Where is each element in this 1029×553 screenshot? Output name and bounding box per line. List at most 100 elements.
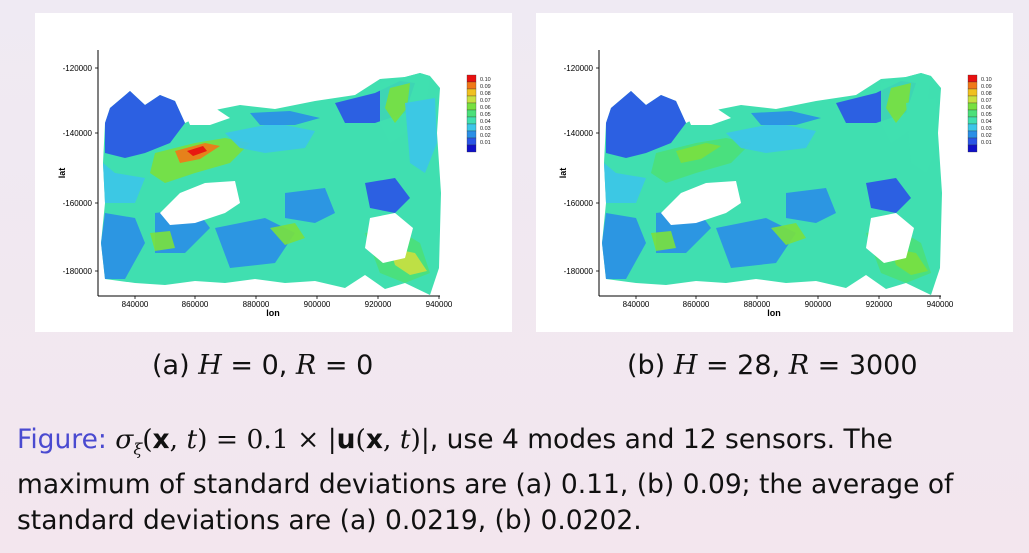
island-hole [866,213,914,263]
contour-region [101,213,145,279]
contour-region [105,91,185,158]
plot-group: 0.100.090.080.070.060.050.040.030.020.01… [57,50,491,318]
y-tick-label: -160000 [63,199,93,208]
contour-region [103,163,145,203]
y-tick-label: -120000 [63,64,93,73]
legend-swatch [967,116,978,125]
contour-plot-b: 0.100.090.080.070.060.050.040.030.020.01… [558,50,992,318]
contour-region [786,188,836,223]
figure-panel-b: 0.10 0.09 0.08 0.07 0.06 0.05 0.04 0.03 0.02 0.01… [536,13,1013,332]
contour-region [602,213,646,279]
contour-region [651,138,751,183]
legend-swatch [466,74,477,83]
x-tick-label: 880000 [744,300,771,309]
figure-caption: Figure: σξ(x, t) = 0.1 × |u(x, t)|, use … [17,422,1017,539]
x-axis-label: lon [266,308,280,318]
legend-label: 0.07 [981,98,992,104]
contour-region [385,83,410,123]
legend-swatch [967,130,978,139]
subcaption-h-value-a: 0 [261,350,279,381]
y-tick-label: -160000 [564,199,594,208]
legend-swatch [466,102,477,111]
legend-label: 0.02 [480,133,491,139]
legend-label: 0.07 [480,98,491,104]
island-hole [365,213,413,263]
legend-swatch [466,109,477,118]
x-tick-label: 920000 [866,300,893,309]
y-tick-label: -120000 [564,64,594,73]
contour-region [150,138,250,183]
legend-label: 0.05 [480,112,491,118]
contour-region [751,111,821,125]
contour-region [906,98,938,173]
x-tick-label: 880000 [243,300,270,309]
legend-swatch [967,81,978,90]
legend-swatch [466,95,477,104]
legend-label: 0.04 [981,119,992,125]
legend-label: 0.01 [480,140,491,146]
subcaption-b: (b) H = 28, R = 3000 [627,350,918,381]
legend-label: 0.06 [981,105,992,111]
x-tick-label: 920000 [365,300,392,309]
legend-label: 0.05 [981,112,992,118]
subcaption-a: (a) H = 0, R = 0 [152,350,374,381]
y-tick-label: -180000 [564,267,594,276]
contour-plot-a: 0.100.090.080.070.060.050.040.030.020.01… [57,50,491,318]
x-tick-label: 840000 [623,300,650,309]
x-tick-label: 900000 [304,300,331,309]
contour-region [187,146,207,156]
contour-region [405,98,437,173]
legend-label: 0.01 [981,140,992,146]
contour-region [866,178,911,213]
x-tick-label: 840000 [122,300,149,309]
x-tick-label: 860000 [182,300,209,309]
x-tick-label: 940000 [426,300,453,309]
y-tick-label: -180000 [63,267,93,276]
subcaption-label-b: (b) [627,350,666,381]
x-axis-label: lon [767,308,781,318]
contour-region [676,143,721,163]
legend-label: 0.09 [981,84,992,90]
subcaption-r-value-b: 3000 [848,350,918,381]
legend-label: 0.10 [480,77,491,83]
y-axis-label: lat [57,168,67,179]
legend-swatch [466,144,477,153]
y-tick-label: -140000 [63,129,93,138]
contour-region [726,123,816,153]
contour-region [604,163,646,203]
x-tick-label: 860000 [683,300,710,309]
island-hole [686,108,731,125]
legend-label: 0.09 [480,84,491,90]
legend-swatch [466,123,477,132]
legend-swatch [967,144,978,153]
legend-swatch [466,130,477,139]
contour-region [651,231,676,251]
legend-swatch [967,137,978,146]
legend-swatch [466,88,477,97]
contour-region [771,223,806,245]
subcaption-label-a: (a) [152,350,190,381]
x-tick-label: 900000 [805,300,832,309]
island-hole [160,181,240,225]
legend-swatch [967,109,978,118]
legend-label: 0.02 [981,133,992,139]
legend-swatch [967,74,978,83]
contour-region [250,111,320,125]
legend-label: 0.03 [981,126,992,132]
subcaption-h-value-b: 28 [737,350,772,381]
legend-label: 0.04 [480,119,491,125]
legend-swatch [967,123,978,132]
legend-swatch [466,116,477,125]
y-axis-label: lat [558,168,568,179]
legend-swatch [466,137,477,146]
contour-region [270,223,305,245]
plot-group: 0.100.090.080.070.060.050.040.030.020.01… [558,50,992,318]
figure-caption-text: , use 4 modes and 12 sensors. The maximu… [17,424,954,537]
legend-label: 0.08 [480,91,491,97]
island-hole [661,181,741,225]
legend-label: 0.10 [981,77,992,83]
legend-swatch [967,102,978,111]
contour-region [285,188,335,223]
x-tick-label: 940000 [927,300,954,309]
figure-panel-a: 0.10 0.09 0.08 0.07 0.06 0.05 0.04 0.03 0.02 0.01… [35,13,512,332]
